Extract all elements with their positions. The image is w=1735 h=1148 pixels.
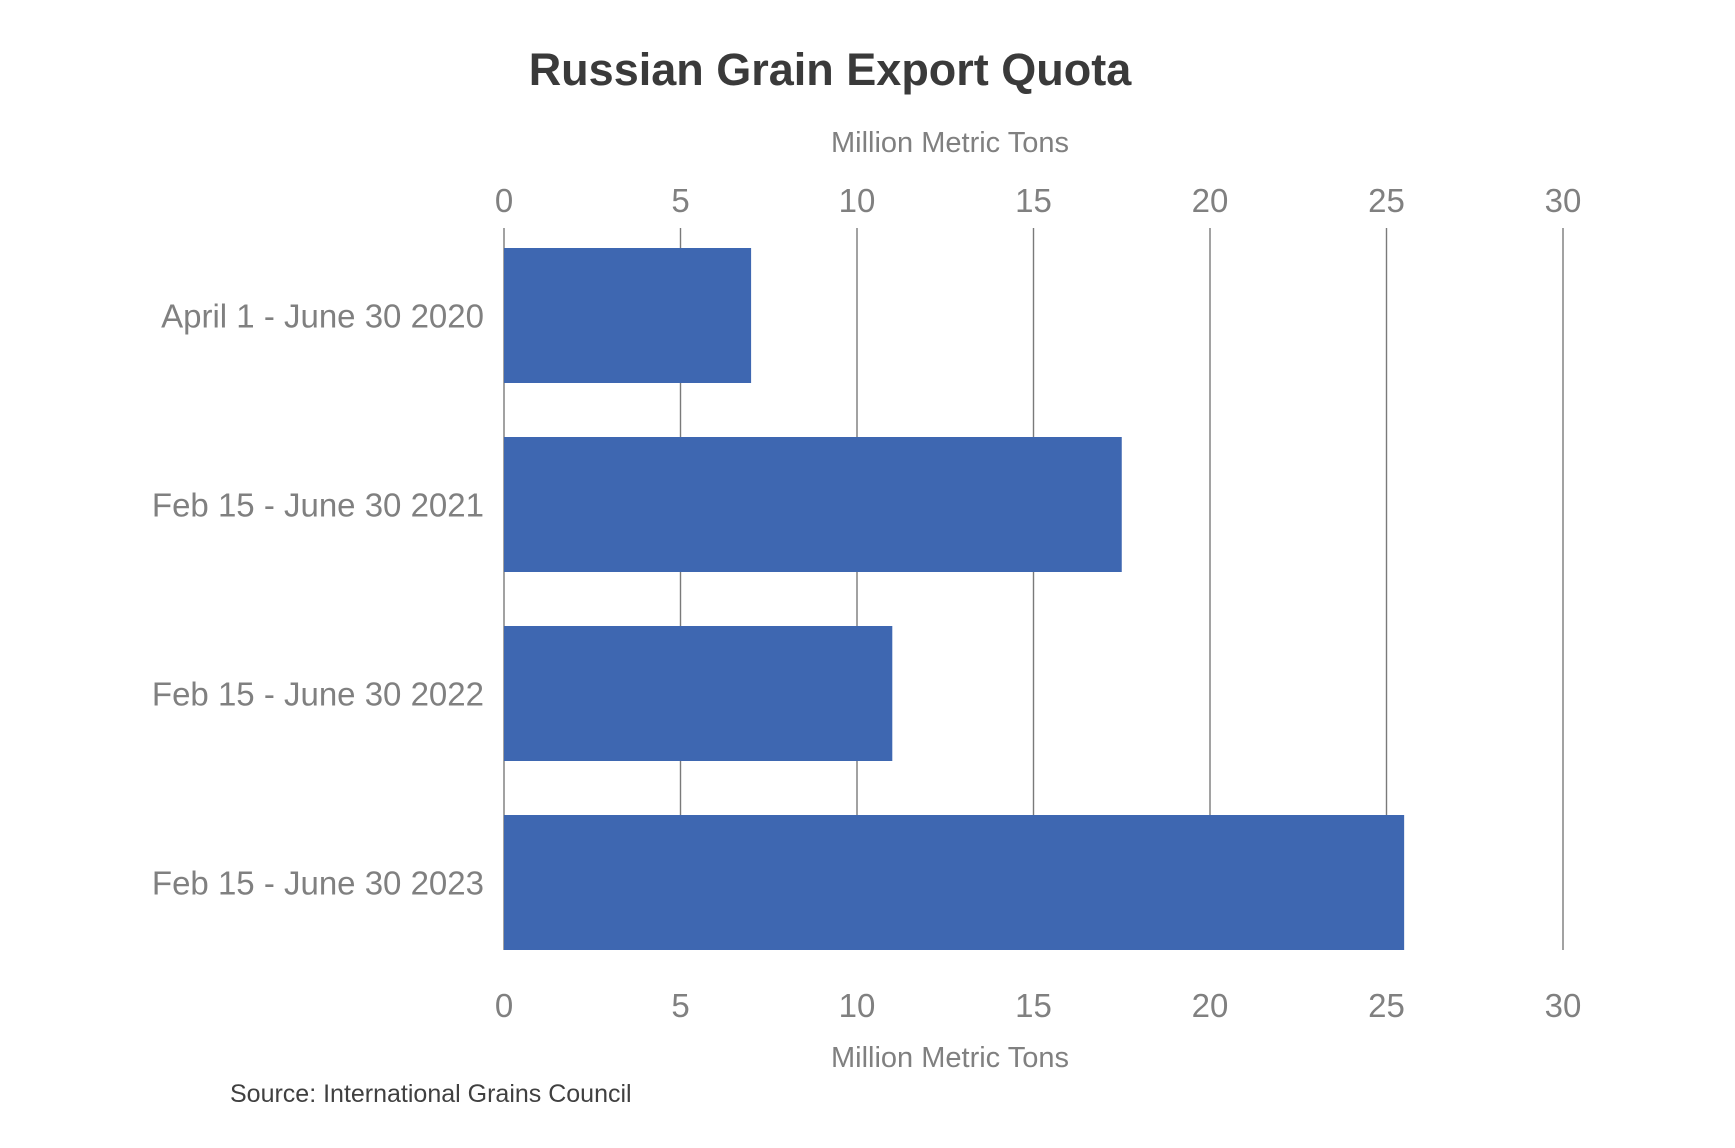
source-note: Source: International Grains Council	[230, 1080, 632, 1108]
x-tick-label-bottom: 0	[495, 987, 513, 1024]
category-label: Feb 15 - June 30 2023	[152, 865, 484, 902]
bar	[504, 437, 1122, 572]
x-axis-title-top: Million Metric Tons	[831, 127, 1069, 159]
bars	[504, 248, 1405, 950]
bar	[504, 626, 893, 761]
x-tick-label-top: 20	[1192, 182, 1229, 219]
bar	[504, 248, 752, 383]
x-axis-title-bottom: Million Metric Tons	[831, 1042, 1069, 1074]
x-tick-label-top: 30	[1545, 182, 1582, 219]
category-label: Feb 15 - June 30 2021	[152, 487, 484, 524]
x-tick-label-bottom: 25	[1368, 987, 1405, 1024]
tick-labels: 0 0 5 5 10 10 15 15 20 20 25 25 30 30	[495, 182, 1582, 1024]
category-label: April 1 - June 30 2020	[161, 298, 484, 335]
category-label: Feb 15 - June 30 2022	[152, 676, 484, 713]
x-tick-label-top: 25	[1368, 182, 1405, 219]
category-labels: April 1 - June 30 2020 Feb 15 - June 30 2…	[152, 298, 484, 902]
bar	[504, 815, 1405, 950]
x-tick-label-top: 10	[839, 182, 876, 219]
x-tick-label-bottom: 10	[839, 987, 876, 1024]
chart-title: Russian Grain Export Quota	[529, 44, 1133, 95]
x-tick-label-top: 15	[1015, 182, 1052, 219]
x-tick-label-top: 0	[495, 182, 513, 219]
x-tick-label-bottom: 5	[671, 987, 689, 1024]
x-tick-label-bottom: 15	[1015, 987, 1052, 1024]
x-tick-label-top: 5	[671, 182, 689, 219]
x-tick-label-bottom: 20	[1192, 987, 1229, 1024]
x-tick-label-bottom: 30	[1545, 987, 1582, 1024]
